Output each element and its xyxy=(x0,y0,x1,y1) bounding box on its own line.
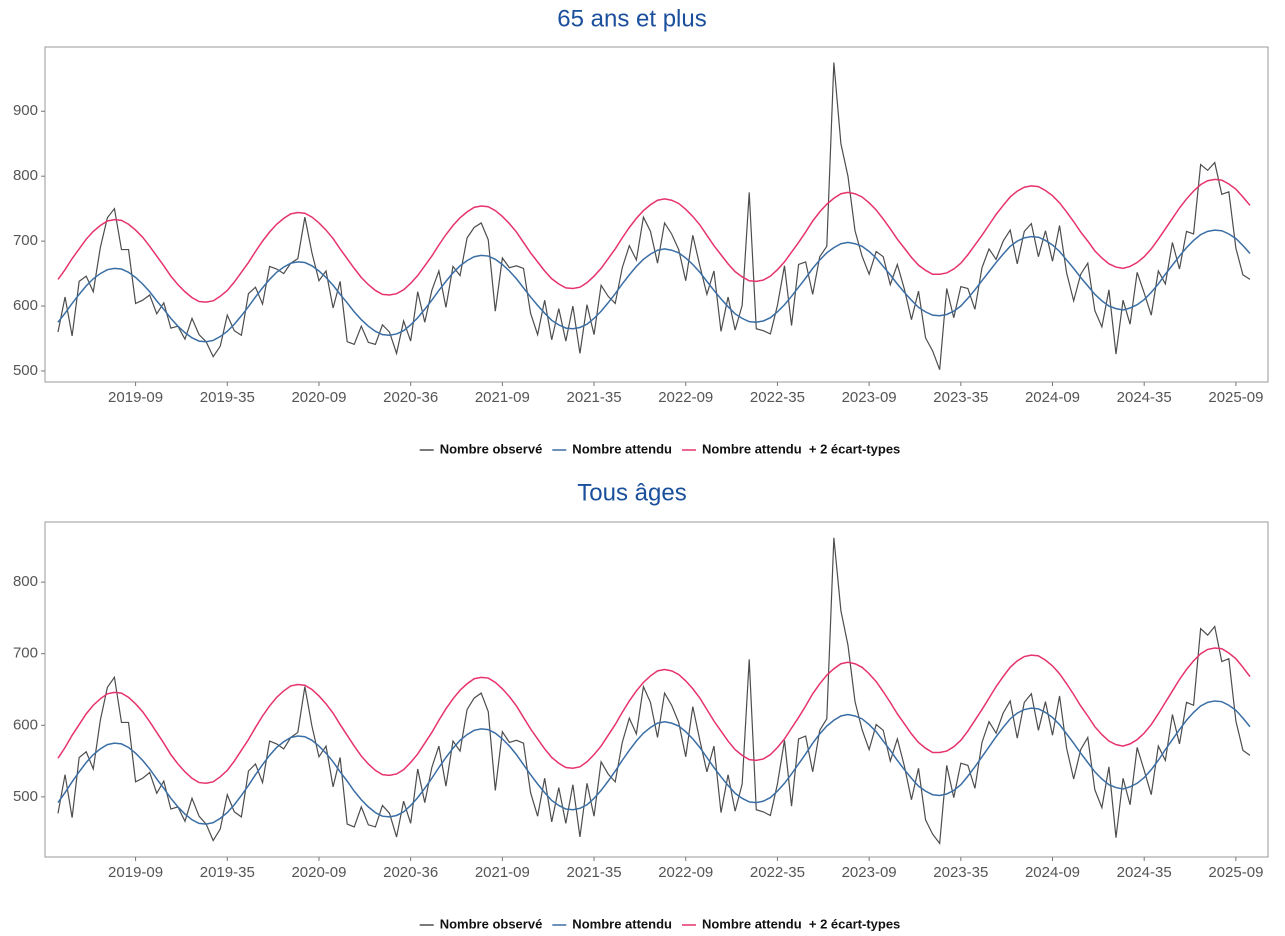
plot-frame xyxy=(44,46,1269,383)
series-line xyxy=(57,62,1251,370)
x-tick-label: 2022-35 xyxy=(750,864,805,881)
x-tick-label: 2019-09 xyxy=(108,864,163,881)
x-tick-label: 2025-09 xyxy=(1208,864,1263,881)
x-tick-label: 2021-09 xyxy=(475,389,530,406)
series-line xyxy=(57,647,1251,785)
x-tick-label: 2022-35 xyxy=(750,389,805,406)
x-tick-label: 2020-36 xyxy=(383,389,438,406)
x-tick-label: 2025-09 xyxy=(1208,389,1263,406)
x-tick-label: 2020-09 xyxy=(291,864,346,881)
legend: Nombre observé Nombre attendu Nombre atten… xyxy=(419,441,900,456)
series-line xyxy=(57,537,1251,845)
y-tick-label: 700 xyxy=(13,232,38,249)
x-tick-label: 2023-35 xyxy=(933,864,988,881)
legend-label: Nombre observé xyxy=(440,441,543,456)
x-tick-label: 2024-35 xyxy=(1117,389,1172,406)
x-tick-label: 2021-09 xyxy=(475,864,530,881)
y-tick-label: 900 xyxy=(13,102,38,119)
legend-label: Nombre attendu + 2 écart-types xyxy=(702,441,900,456)
legend: Nombre observé Nombre attendu Nombre atten… xyxy=(419,916,900,931)
plot-frame xyxy=(44,521,1269,858)
y-tick-label: 800 xyxy=(13,167,38,184)
x-tick-label: 2023-09 xyxy=(842,864,897,881)
x-tick-label: 2019-09 xyxy=(108,389,163,406)
x-tick-label: 2024-35 xyxy=(1117,864,1172,881)
x-tick-label: 2024-09 xyxy=(1025,864,1080,881)
x-tick-label: 2020-09 xyxy=(291,389,346,406)
legend-label: Nombre attendu + 2 écart-types xyxy=(702,916,900,931)
x-tick-label: 2019-35 xyxy=(200,864,255,881)
y-tick-label: 600 xyxy=(13,297,38,314)
chart-title: 65 ans et plus xyxy=(557,5,706,32)
x-tick-label: 2022-09 xyxy=(658,389,713,406)
x-tick-label: 2021-35 xyxy=(567,389,622,406)
series-line xyxy=(57,700,1251,825)
series-line xyxy=(57,178,1251,303)
x-tick-label: 2021-35 xyxy=(567,864,622,881)
x-tick-label: 2023-35 xyxy=(933,389,988,406)
y-tick-label: 700 xyxy=(13,645,38,662)
x-tick-label: 2023-09 xyxy=(842,389,897,406)
series-line xyxy=(57,229,1251,343)
y-tick-label: 500 xyxy=(13,788,38,805)
legend-label: Nombre attendu xyxy=(572,441,672,456)
y-tick-label: 600 xyxy=(13,716,38,733)
y-tick-label: 500 xyxy=(13,362,38,379)
x-tick-label: 2019-35 xyxy=(200,389,255,406)
x-tick-label: 2022-09 xyxy=(658,864,713,881)
x-tick-label: 2024-09 xyxy=(1025,389,1080,406)
chart-title: Tous âges xyxy=(577,479,686,506)
y-tick-label: 800 xyxy=(13,573,38,590)
legend-label: Nombre attendu xyxy=(572,916,672,931)
legend-label: Nombre observé xyxy=(440,916,543,931)
x-tick-label: 2020-36 xyxy=(383,864,438,881)
